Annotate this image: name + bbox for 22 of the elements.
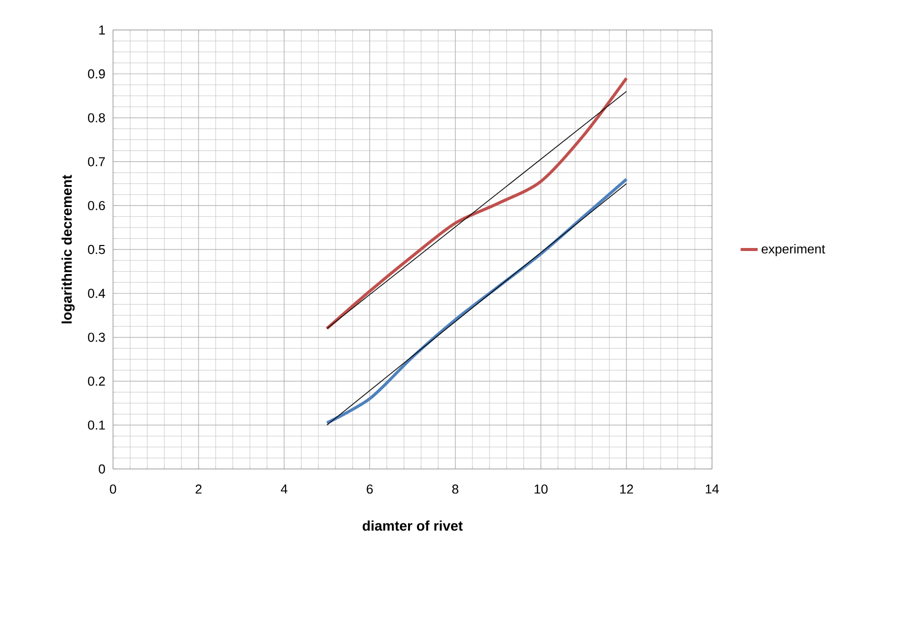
legend-label: experiment [762,244,826,256]
x-tick-label: 10 [534,484,548,494]
x-tick-label: 2 [196,484,202,494]
y-tick-label: 0.2 [88,376,105,386]
y-tick-label: 0.8 [88,113,105,122]
y-tick-label: 0.3 [88,332,105,342]
y-tick-label: 0.6 [88,200,105,210]
x-tick-label: 8 [452,484,458,494]
x-tick-label: 12 [620,484,633,494]
x-axis-title: diamter of rivet [362,520,463,531]
y-tick-label: 0.9 [88,69,105,78]
x-tick-label: 0 [110,484,116,494]
y-tick-label: 0.7 [88,157,105,166]
y-tick-label: 0.4 [88,288,106,298]
y-tick-label: 1 [99,26,105,34]
y-tick-label: 0.1 [88,420,105,430]
y-tick-label: 0 [98,464,105,474]
y-tick-label: 0.5 [88,244,105,254]
x-tick-label: 4 [280,484,288,494]
x-tick-label: 14 [706,484,719,494]
y-axis-title: logarithmic decrement [62,174,75,324]
x-tick-label: 6 [366,484,373,494]
